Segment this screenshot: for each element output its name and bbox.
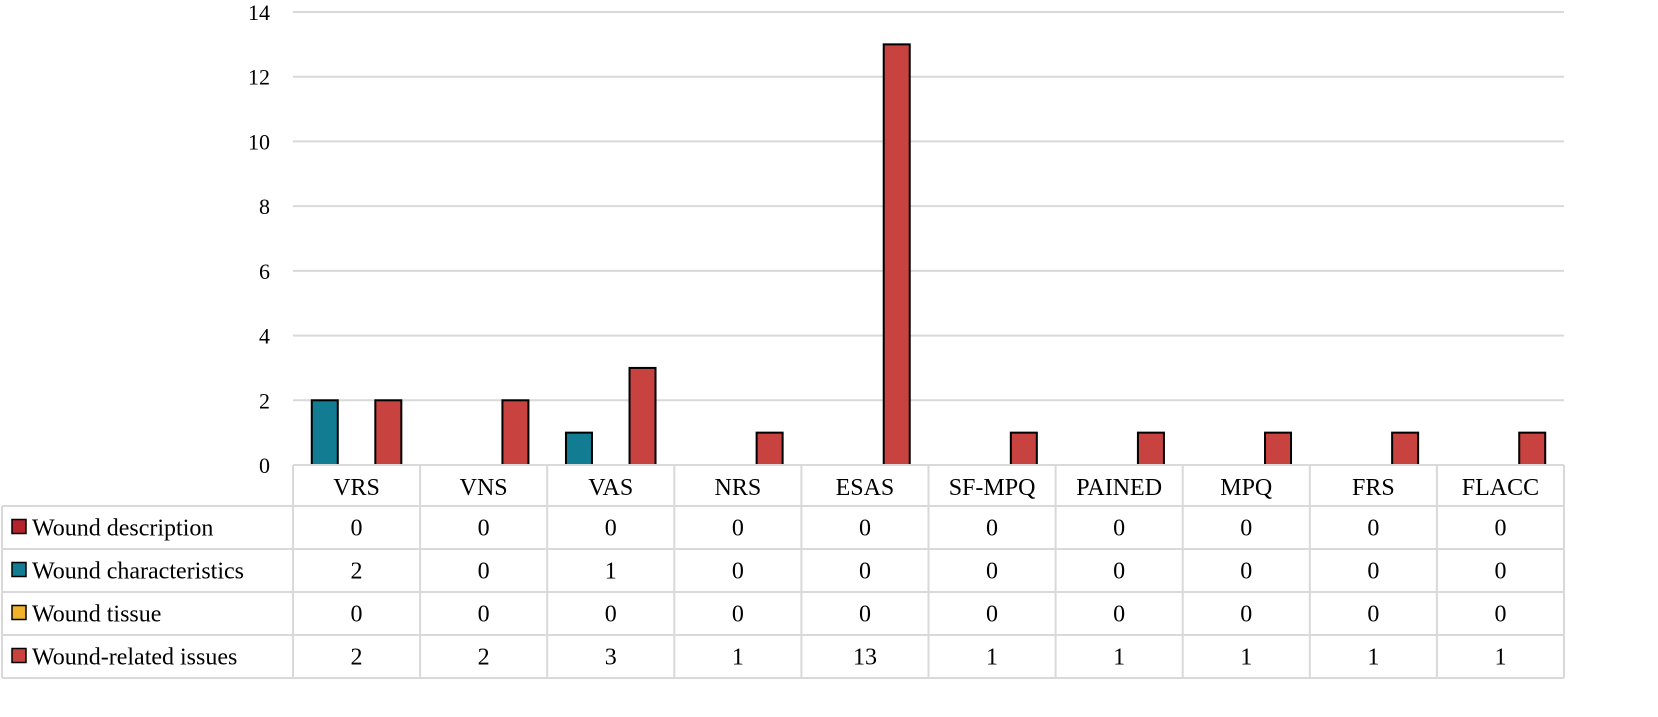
series-label: Wound-related issues [32, 645, 237, 671]
bar-wound-related-issues-vas [628, 366, 657, 466]
y-tick-label: 10 [248, 129, 270, 154]
data-label: 0 [1240, 516, 1252, 542]
bar-wound-related-issues-esas [882, 43, 911, 466]
category-label: NRS [715, 475, 762, 501]
series-label: Wound description [32, 516, 213, 542]
y-tick-label: 6 [259, 259, 270, 284]
bar-wound-related-issues-vns [501, 399, 530, 466]
bar-wound-related-issues-flacc [1518, 431, 1547, 466]
data-label: 0 [986, 602, 998, 628]
data-label: 0 [351, 516, 363, 542]
bar-wound-related-issues-mpq [1264, 431, 1293, 466]
data-label: 1 [1494, 645, 1506, 671]
bar-wound-related-issues-nrs [755, 431, 784, 466]
data-label: 2 [478, 645, 490, 671]
data-label: 0 [478, 602, 490, 628]
data-label: 1 [1367, 645, 1379, 671]
data-label: 0 [986, 559, 998, 585]
category-label: ESAS [836, 475, 895, 501]
y-tick-label: 0 [259, 453, 270, 478]
y-tick-label: 14 [248, 0, 270, 25]
data-label: 0 [1240, 559, 1252, 585]
bar-wound-characteristics-vrs [310, 399, 339, 466]
data-label: 3 [605, 645, 617, 671]
data-label: 0 [605, 602, 617, 628]
data-label: 13 [853, 645, 877, 671]
data-label: 0 [859, 559, 871, 585]
data-label: 0 [1113, 602, 1125, 628]
data-label: 0 [732, 516, 744, 542]
y-tick-label: 8 [259, 194, 270, 219]
y-tick-label: 2 [259, 388, 270, 413]
category-label: SF-MPQ [949, 475, 1036, 501]
y-tick-label: 4 [259, 324, 270, 349]
data-label: 0 [478, 559, 490, 585]
data-label: 0 [1113, 516, 1125, 542]
bars [310, 43, 1547, 466]
data-table: VRS VNS VAS NRS ESAS SF-MPQ PAINED MPQ FRS FLACC W… [1, 464, 1565, 679]
series-label: Wound tissue [32, 602, 161, 628]
data-label: 0 [351, 602, 363, 628]
data-label: 0 [859, 602, 871, 628]
data-label: 0 [1113, 559, 1125, 585]
bar-wound-characteristics-vas [564, 431, 593, 466]
category-label: MPQ [1220, 475, 1272, 501]
data-label: 1 [986, 645, 998, 671]
bar-wound-related-issues-vrs [374, 399, 403, 466]
category-label: VRS [333, 475, 380, 501]
data-label: 0 [1367, 559, 1379, 585]
data-label: 0 [1240, 602, 1252, 628]
bar-wound-related-issues-pained [1136, 431, 1165, 466]
y-tick-label: 12 [248, 65, 270, 90]
data-label: 2 [351, 645, 363, 671]
data-label: 0 [732, 559, 744, 585]
data-label: 0 [1367, 516, 1379, 542]
legend-key [11, 518, 27, 535]
series-label: Wound characteristics [32, 559, 244, 585]
data-label: 0 [986, 516, 998, 542]
legend-key [11, 561, 27, 578]
data-label: 2 [351, 559, 363, 585]
category-label: VAS [588, 475, 633, 501]
data-label: 1 [1113, 645, 1125, 671]
data-label: 0 [1494, 559, 1506, 585]
data-label: 0 [1494, 516, 1506, 542]
legend-key [11, 604, 27, 621]
bar-wound-related-issues-sf-mpq [1009, 431, 1038, 466]
category-label: FRS [1352, 475, 1395, 501]
data-label: 1 [732, 645, 744, 671]
legend-key [11, 647, 27, 664]
category-label: FLACC [1462, 475, 1539, 501]
category-label: VNS [460, 475, 508, 501]
data-label: 0 [605, 516, 617, 542]
data-label: 0 [1494, 602, 1506, 628]
data-label: 0 [1367, 602, 1379, 628]
bar-wound-related-issues-frs [1391, 431, 1420, 466]
data-label: 1 [605, 559, 617, 585]
data-label: 0 [478, 516, 490, 542]
y-axis-ticks: 0 2 4 6 8 10 12 14 [248, 0, 270, 478]
category-label: PAINED [1076, 475, 1162, 501]
data-label: 1 [1240, 645, 1252, 671]
gridlines [293, 11, 1564, 402]
data-label: 0 [732, 602, 744, 628]
data-label: 0 [859, 516, 871, 542]
